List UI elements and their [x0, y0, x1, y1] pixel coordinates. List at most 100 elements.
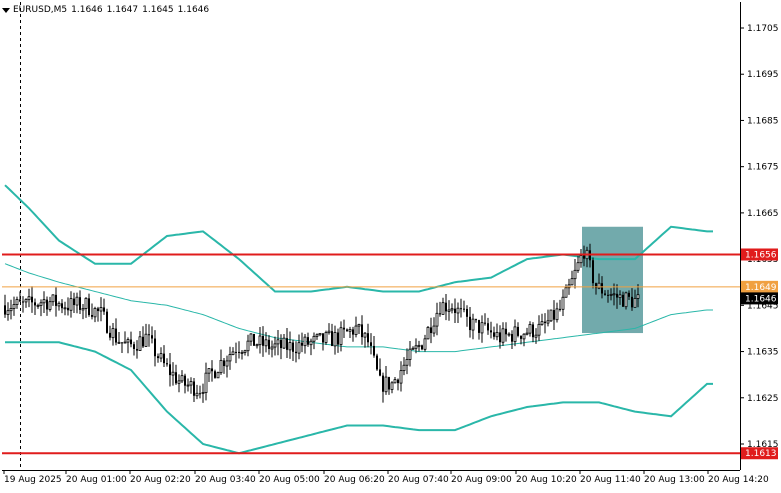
- candle-body-bull: [576, 262, 580, 271]
- candle-body-bull: [426, 326, 430, 340]
- candle-body-bull: [450, 308, 454, 311]
- x-tick-label: 20 Aug 14:20: [708, 475, 769, 485]
- candle-body-bull: [297, 342, 301, 354]
- candle-body-bear: [622, 294, 624, 307]
- candle-body-bull: [57, 302, 61, 307]
- x-tick-label: 20 Aug 06:20: [324, 475, 385, 485]
- candle-body-bull: [249, 333, 253, 342]
- candle-body-bull: [6, 310, 10, 315]
- candle-body-bear: [214, 371, 216, 378]
- candle-body-bear: [379, 369, 381, 376]
- candle-body-bear: [142, 336, 144, 347]
- candle-body-bear: [262, 336, 264, 346]
- candle-body-bear: [295, 351, 297, 354]
- candle-body-bull: [231, 351, 235, 355]
- candle-body-bull: [402, 364, 406, 372]
- candle-body-bull: [618, 294, 622, 298]
- candle-body-bull: [528, 324, 532, 334]
- candle-body-bull: [51, 294, 55, 303]
- candle-body-bear: [631, 296, 633, 308]
- candle-body-bear: [439, 313, 441, 315]
- bollinger-upper-band: [4, 184, 713, 293]
- collapse-triangle-icon[interactable]: [2, 7, 10, 13]
- candle-body-bull: [204, 372, 208, 393]
- candle-body-bear: [559, 308, 561, 310]
- candle-body-bull: [501, 328, 505, 343]
- candle-body-bear: [493, 332, 495, 337]
- candle-body-bull: [612, 293, 616, 296]
- candle-body-bear: [388, 377, 390, 390]
- candle-body-bear: [484, 322, 486, 324]
- candle-body-bull: [633, 298, 637, 308]
- candle-body-bear: [469, 316, 471, 331]
- candle-body-bear: [103, 307, 105, 312]
- candle-body-bear: [361, 324, 363, 338]
- candle-body-bear: [97, 308, 99, 312]
- candle-body-bull: [480, 322, 484, 334]
- candle-body-bear: [223, 360, 225, 367]
- candle-body-bull: [24, 299, 28, 303]
- candle-body-bull: [99, 307, 103, 312]
- level-tag-resistance-bg: [741, 248, 778, 261]
- candle-body-bull: [36, 304, 40, 307]
- candle-body-bull: [393, 379, 397, 384]
- candle-body-bear: [511, 334, 513, 342]
- candle-body-bull: [609, 294, 613, 296]
- candle-body-bear: [22, 301, 24, 303]
- candle-body-bear: [376, 355, 378, 370]
- candle-body-bear: [133, 344, 135, 349]
- candle-body-bear: [421, 345, 423, 350]
- candle-body-bear: [154, 338, 156, 357]
- candle-body-bear: [253, 333, 255, 346]
- candle-body-bear: [286, 338, 288, 350]
- candle-body-bear: [367, 333, 369, 343]
- candle-body-bull: [273, 343, 277, 348]
- candle-body-bull: [195, 392, 199, 397]
- candle-body-bull: [561, 296, 565, 310]
- candles-group: [4, 243, 640, 403]
- candle-body-bull: [537, 323, 541, 336]
- x-tick-label: 20 Aug 03:40: [195, 475, 256, 485]
- candle-body-bear: [466, 308, 468, 317]
- candle-body-bull: [324, 332, 328, 343]
- candle-body-bull: [411, 347, 415, 350]
- candle-body-bull: [540, 321, 544, 325]
- candle-body-bull: [15, 299, 19, 305]
- candle-body-bear: [292, 342, 294, 352]
- candle-body-bear: [301, 342, 303, 346]
- candle-body-bear: [382, 375, 384, 392]
- candle-body-bull: [546, 320, 550, 324]
- candle-body-bull: [69, 298, 73, 311]
- close-value: 1.1646: [177, 5, 210, 15]
- candle-body-bear: [34, 302, 36, 306]
- candle-body-bull: [495, 331, 499, 338]
- candle-body-bear: [151, 335, 153, 339]
- last-price-tag-bg: [741, 292, 778, 305]
- y-tick-label: 1.1625: [747, 394, 779, 404]
- candle-body-bull: [507, 333, 511, 336]
- candle-body-bear: [478, 320, 480, 333]
- level-marker-tag-bg: [741, 280, 778, 293]
- candle-body-bear: [166, 363, 168, 365]
- highlight-box: [582, 226, 643, 334]
- candle-body-bull: [219, 359, 223, 374]
- candle-body-bull: [555, 308, 559, 321]
- candle-body-bear: [175, 372, 177, 384]
- candle-body-bull: [357, 324, 361, 327]
- candle-body-bear: [475, 319, 477, 321]
- y-tick-label: 1.1645: [747, 301, 779, 311]
- candle-body-bull: [12, 304, 16, 309]
- candle-body-bull: [567, 284, 571, 289]
- candle-body-bull: [84, 297, 88, 309]
- candle-body-bull: [534, 334, 538, 338]
- candle-body-bull: [318, 332, 322, 336]
- x-tick-label: 20 Aug 05:00: [259, 475, 320, 485]
- x-tick-label: 19 Aug 2025: [4, 475, 62, 485]
- candle-body-bear: [157, 356, 159, 359]
- candle-body-bull: [111, 328, 115, 339]
- candle-body-bear: [91, 314, 93, 317]
- candle-body-bull: [309, 340, 313, 346]
- candle-body-bear: [280, 339, 282, 349]
